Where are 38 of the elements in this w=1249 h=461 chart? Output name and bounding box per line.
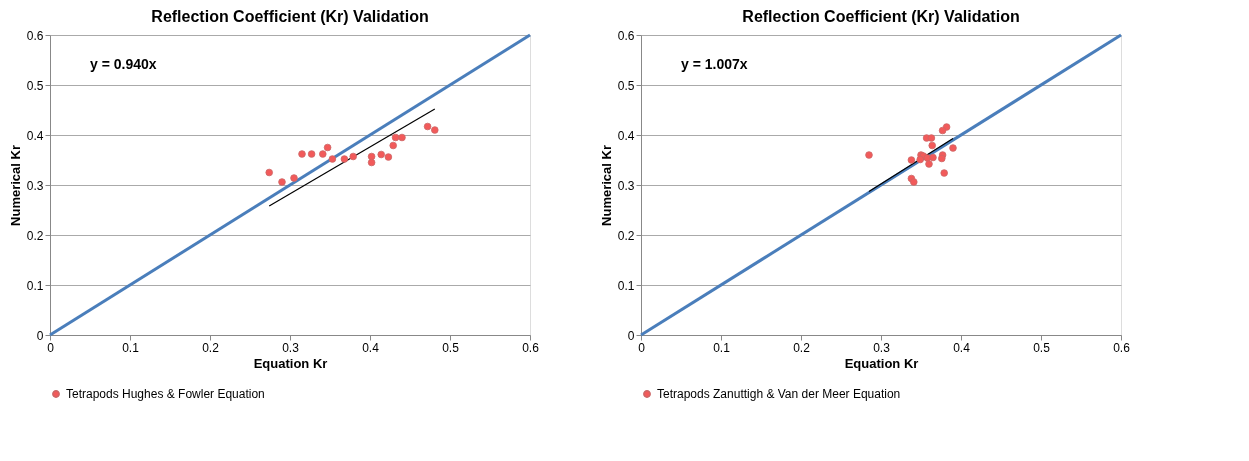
- x-tick-label: 0.6: [522, 340, 540, 355]
- x-tick-label: 0.1: [122, 340, 140, 355]
- y-tick-label: 0: [36, 328, 44, 343]
- chart-title: Reflection Coefficient (Kr) Validation: [742, 8, 1020, 25]
- x-axis-title: Equation Kr: [844, 355, 919, 371]
- y-tick-label: 0.5: [617, 78, 635, 93]
- y-tick-label: 0.4: [617, 128, 635, 143]
- x-tick-label: 0.6: [1113, 340, 1131, 355]
- x-axis-title: Equation Kr: [253, 355, 328, 371]
- y-tick-label: 0.2: [26, 228, 44, 243]
- y-tick-label: 0.5: [26, 78, 44, 93]
- x-tick-label: 0: [638, 340, 646, 355]
- x-tick-label: 0.2: [202, 340, 220, 355]
- x-tick-label: 0.2: [793, 340, 811, 355]
- annotation: y = 1.007x: [681, 56, 748, 72]
- y-tick-label: 0.6: [617, 28, 635, 43]
- y-tick-label: 0.4: [26, 128, 44, 143]
- y-axis-title: Numerical Kr: [598, 145, 614, 226]
- x-tick-label: 0.4: [953, 340, 971, 355]
- x-tick-label: 0.5: [1033, 340, 1051, 355]
- legend-label: Tetrapods Hughes & Fowler Equation: [66, 387, 265, 401]
- x-tick-label: 0: [47, 340, 55, 355]
- y-axis-title: Numerical Kr: [7, 145, 23, 226]
- x-tick-label: 0.1: [713, 340, 731, 355]
- x-tick-label: 0.3: [873, 340, 891, 355]
- x-tick-label: 0.3: [282, 340, 300, 355]
- x-tick-label: 0.5: [442, 340, 460, 355]
- y-tick-label: 0.2: [617, 228, 635, 243]
- y-tick-label: 0: [627, 328, 635, 343]
- chart-title: Reflection Coefficient (Kr) Validation: [151, 8, 429, 25]
- y-tick-label: 0.1: [26, 278, 44, 293]
- y-tick-label: 0.6: [26, 28, 44, 43]
- y-tick-label: 0.3: [26, 178, 44, 193]
- annotation: y = 0.940x: [90, 56, 157, 72]
- legend-label: Tetrapods Zanuttigh & Van der Meer Equation: [657, 387, 901, 401]
- y-tick-label: 0.1: [617, 278, 635, 293]
- y-tick-label: 0.3: [617, 178, 635, 193]
- x-tick-label: 0.4: [362, 340, 380, 355]
